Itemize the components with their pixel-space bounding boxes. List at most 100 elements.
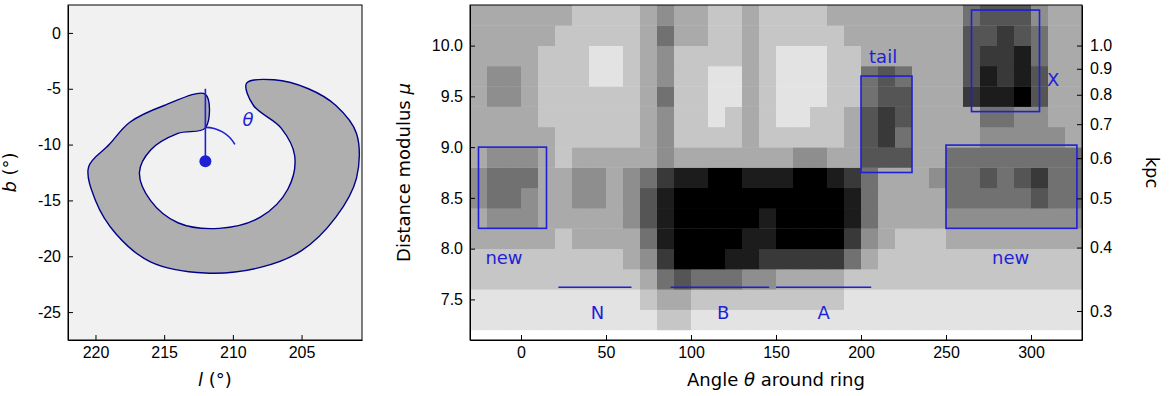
heat-cell (980, 147, 997, 168)
heat-cell (487, 208, 504, 229)
tick-label: 0.7 (1090, 116, 1112, 133)
text-part: θ (744, 369, 761, 390)
heat-cell (895, 310, 912, 331)
heat-cell (844, 310, 861, 331)
heat-cell (572, 86, 589, 107)
heat-cell (776, 46, 793, 67)
axis-title: b (°) (0, 152, 20, 192)
heat-cell (640, 249, 657, 270)
heat-cell (470, 107, 487, 128)
heat-cell (572, 228, 589, 249)
heat-cell (589, 147, 606, 168)
heat-cell (776, 25, 793, 46)
axis-title: l (°) (198, 369, 232, 390)
heat-cell (555, 208, 572, 229)
heat-cell (504, 127, 521, 148)
heat-cell (691, 66, 708, 87)
heat-cell (895, 228, 912, 249)
heat-cell (657, 107, 674, 128)
heat-cell (1048, 249, 1065, 270)
heat-cell (963, 289, 980, 310)
tick-label: 250 (933, 344, 960, 361)
tick: 1.0 (1077, 37, 1112, 54)
tick: 50 (598, 335, 616, 361)
heat-cell (674, 5, 691, 26)
heat-cell (827, 66, 844, 87)
heat-cell (929, 289, 946, 310)
heat-cell (759, 107, 776, 128)
plot-background (68, 5, 362, 340)
heat-cell (963, 269, 980, 290)
heat-cell (1065, 188, 1082, 209)
pointer-line (205, 89, 207, 162)
heat-cell (895, 188, 912, 209)
heat-cell (844, 249, 861, 270)
heat-cell (929, 127, 946, 148)
heat-cell (674, 46, 691, 67)
annotation-box (861, 76, 912, 172)
heat-cell (997, 5, 1014, 26)
heat-cell (691, 228, 708, 249)
heat-cell (725, 208, 742, 229)
heat-cell (844, 167, 861, 188)
heat-cell (776, 208, 793, 229)
heat-cell (1048, 289, 1065, 310)
tick-mark (68, 145, 73, 146)
tick-label: 200 (848, 344, 875, 361)
heat-cell (980, 5, 997, 26)
heat-cell (827, 46, 844, 67)
heat-cell (759, 188, 776, 209)
heat-cell (589, 107, 606, 128)
heat-cell (776, 249, 793, 270)
heat-cell (793, 127, 810, 148)
tick-mark (470, 249, 475, 250)
heat-cell (555, 66, 572, 87)
heat-cell (776, 188, 793, 209)
heat-cell (895, 25, 912, 46)
heat-cell (572, 66, 589, 87)
heat-cell (725, 86, 742, 107)
tick-mark (776, 335, 777, 340)
heat-cell (742, 289, 759, 310)
heat-cell (606, 188, 623, 209)
heat-cell (538, 66, 555, 87)
heat-cell (776, 127, 793, 148)
heat-cell (946, 167, 963, 188)
heat-cell (504, 5, 521, 26)
heat-cell (487, 86, 504, 107)
heat-cell (640, 289, 657, 310)
tick: 0.3 (1077, 303, 1112, 320)
heat-cell (997, 289, 1014, 310)
tick: 200 (848, 335, 875, 361)
heat-cell (1031, 208, 1048, 229)
heat-cell (878, 249, 895, 270)
heat-cell (538, 269, 555, 290)
heat-cell (997, 86, 1014, 107)
annotation-label: N (591, 302, 604, 323)
text-part: Distance (393, 177, 414, 261)
heat-cell (538, 5, 555, 26)
heat-cell (572, 46, 589, 67)
heat-cell (606, 46, 623, 67)
plot-frame (68, 5, 362, 340)
heat-cell (759, 208, 776, 229)
heat-cell (895, 147, 912, 168)
tick: 0.8 (1077, 86, 1112, 103)
heat-cell (691, 147, 708, 168)
heat-cell (742, 25, 759, 46)
annotation-label: B (717, 302, 729, 323)
heat-cell (759, 25, 776, 46)
tick-label: 150 (763, 344, 790, 361)
heat-cell (538, 228, 555, 249)
heat-cell (725, 249, 742, 270)
heat-cell (895, 127, 912, 148)
heat-cell (1014, 167, 1031, 188)
annotation-box (972, 10, 1040, 112)
tick-mark (302, 335, 303, 340)
heat-cell (1031, 188, 1048, 209)
heat-cell (793, 188, 810, 209)
heat-cell (657, 167, 674, 188)
heat-cell (946, 188, 963, 209)
heat-cell (657, 289, 674, 310)
heat-cell (759, 167, 776, 188)
